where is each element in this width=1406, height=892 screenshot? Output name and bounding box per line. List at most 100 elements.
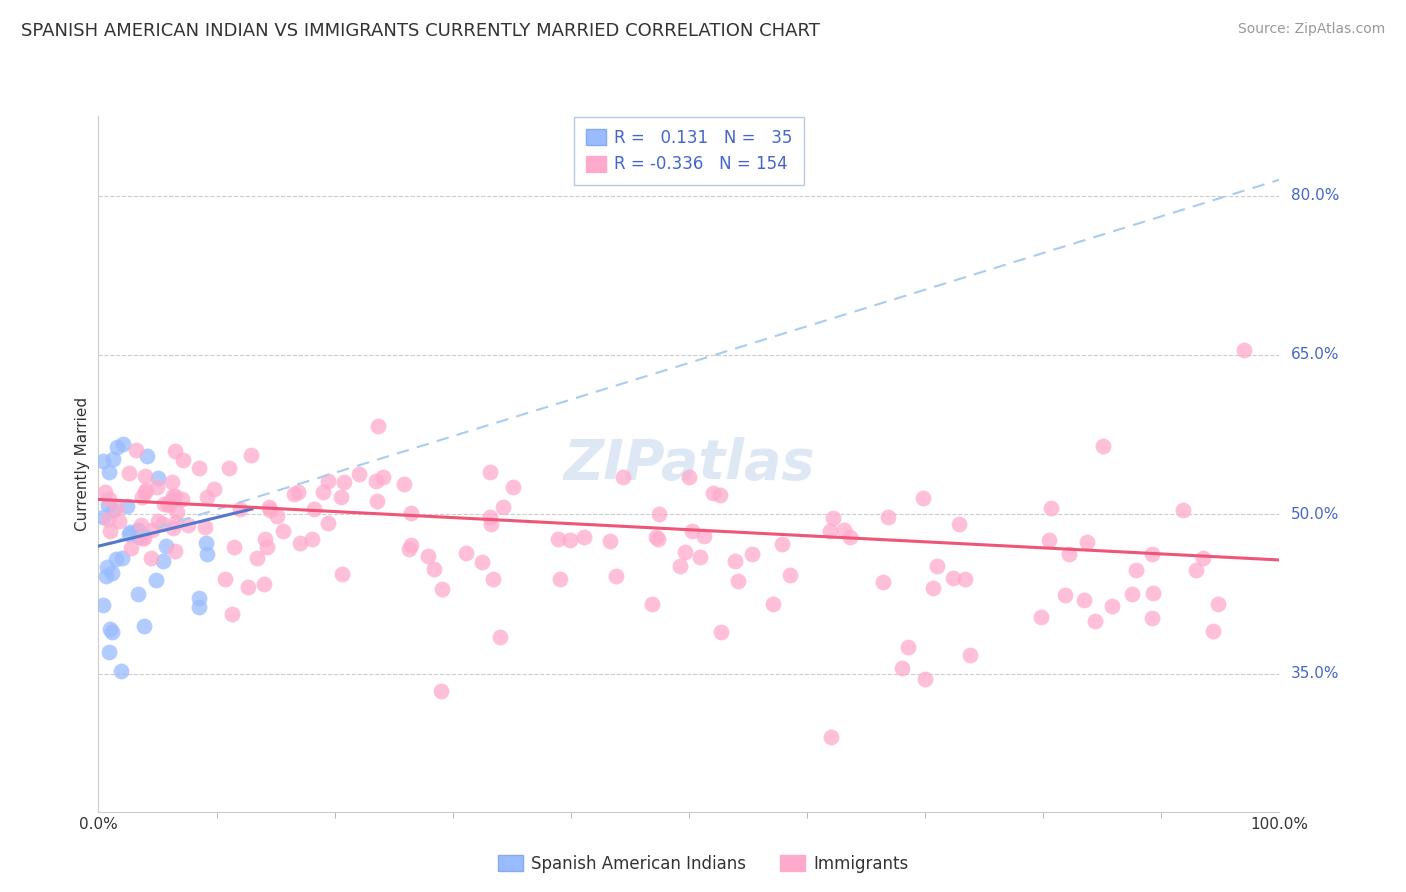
Point	[238, 580, 260, 594]
Point	[727, 574, 749, 588]
Point	[146, 514, 169, 528]
Point	[256, 541, 278, 555]
Point	[218, 460, 240, 475]
Point	[145, 573, 167, 587]
Point	[156, 496, 179, 510]
Point	[641, 598, 664, 612]
Point	[101, 624, 124, 639]
Point	[599, 534, 621, 549]
Point	[301, 532, 323, 546]
Point	[91, 454, 114, 468]
Point	[432, 582, 454, 597]
Point	[259, 503, 281, 517]
Point	[108, 514, 131, 528]
Point	[100, 524, 122, 538]
Point	[689, 550, 711, 565]
Point	[605, 568, 627, 582]
Point	[839, 530, 862, 544]
Point	[1038, 533, 1060, 548]
Point	[131, 531, 153, 545]
Point	[134, 619, 156, 633]
Text: SPANISH AMERICAN INDIAN VS IMMIGRANTS CURRENTLY MARRIED CORRELATION CHART: SPANISH AMERICAN INDIAN VS IMMIGRANTS CU…	[21, 22, 820, 40]
Point	[254, 533, 277, 547]
Point	[120, 541, 142, 556]
Point	[645, 530, 668, 544]
Point	[648, 507, 671, 521]
Point	[165, 443, 187, 458]
Point	[668, 558, 690, 573]
Point	[897, 640, 920, 654]
Point	[1202, 624, 1225, 638]
Point	[371, 470, 394, 484]
Point	[176, 517, 198, 532]
Point	[195, 536, 218, 550]
Point	[228, 502, 250, 516]
Text: ZIPatlas: ZIPatlas	[564, 437, 814, 491]
Point	[91, 509, 114, 524]
Point	[103, 451, 125, 466]
Point	[948, 517, 970, 532]
Point	[702, 486, 724, 500]
Point	[1206, 597, 1229, 611]
Point	[239, 448, 262, 462]
Point	[97, 499, 120, 513]
Point	[105, 440, 128, 454]
Point	[959, 648, 981, 662]
Point	[709, 488, 731, 502]
Point	[163, 544, 186, 558]
Point	[98, 622, 121, 636]
Point	[367, 419, 389, 434]
Point	[273, 524, 295, 538]
Point	[1101, 599, 1123, 613]
Point	[120, 525, 142, 540]
Point	[673, 545, 696, 559]
Point	[399, 538, 422, 552]
Point	[96, 559, 118, 574]
Point	[332, 567, 354, 582]
Point	[479, 517, 502, 532]
Point	[329, 490, 352, 504]
Text: 80.0%: 80.0%	[1291, 188, 1339, 203]
Point	[153, 497, 176, 511]
Point	[1192, 551, 1215, 566]
Text: 35.0%: 35.0%	[1291, 666, 1339, 681]
Point	[316, 516, 339, 531]
Point	[482, 572, 505, 586]
Point	[912, 491, 935, 505]
Point	[115, 499, 138, 513]
Point	[152, 554, 174, 568]
Point	[922, 581, 945, 595]
Point	[195, 547, 218, 561]
Point	[98, 645, 121, 659]
Point	[104, 552, 127, 566]
Text: 65.0%: 65.0%	[1291, 348, 1339, 362]
Point	[134, 469, 156, 483]
Point	[1142, 548, 1164, 562]
Point	[111, 436, 134, 450]
Point	[105, 501, 128, 516]
Legend: R =   0.131   N =   35, R = -0.336   N = 154: R = 0.131 N = 35, R = -0.336 N = 154	[574, 118, 804, 185]
Point	[820, 731, 842, 745]
Point	[925, 559, 948, 574]
Point	[681, 524, 703, 538]
Point	[131, 490, 153, 504]
Point	[245, 550, 267, 565]
Point	[492, 500, 515, 514]
Point	[290, 536, 312, 550]
Point	[1059, 547, 1081, 561]
Point	[128, 530, 150, 544]
Point	[166, 504, 188, 518]
Point	[401, 506, 423, 520]
Point	[347, 467, 370, 481]
Point	[146, 480, 169, 494]
Point	[333, 475, 356, 490]
Point	[832, 523, 855, 537]
Point	[135, 483, 157, 497]
Point	[148, 471, 170, 485]
Point	[125, 442, 148, 457]
Point	[224, 540, 246, 554]
Point	[1076, 535, 1098, 549]
Point	[1233, 343, 1256, 357]
Point	[100, 566, 122, 581]
Point	[110, 664, 132, 678]
